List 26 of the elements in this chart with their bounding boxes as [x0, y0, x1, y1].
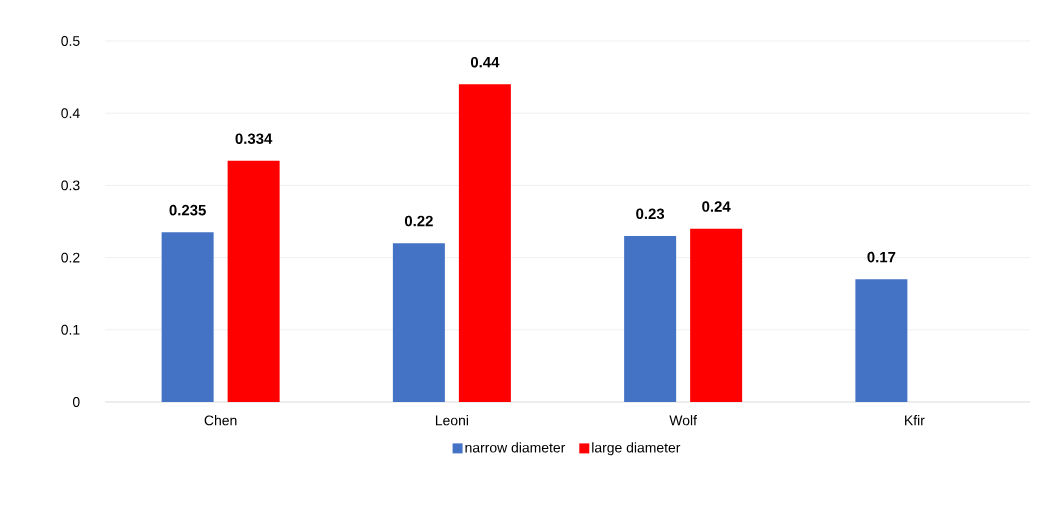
y-tick-label: 0 — [72, 397, 80, 407]
y-tick-label: 0.2 — [61, 252, 80, 263]
legend-label: narrow diameter — [465, 442, 566, 453]
bar — [855, 279, 908, 402]
y-tick-label: 0.4 — [61, 108, 80, 119]
data-label: 0.44 — [470, 56, 500, 68]
y-tick-label: 0.3 — [61, 180, 80, 191]
bar — [690, 228, 743, 402]
bar — [392, 243, 445, 402]
data-label: 0.22 — [404, 215, 433, 227]
x-tick-label: Wolf — [669, 415, 697, 426]
x-tick-label: Kfir — [905, 415, 925, 426]
bar — [161, 232, 214, 402]
data-label: 0.23 — [636, 208, 665, 220]
y-tick-label: 0.1 — [61, 324, 80, 335]
legend-label: large diameter — [592, 442, 681, 456]
x-tick-label: Leoni — [435, 415, 468, 426]
data-label: 0.334 — [235, 133, 273, 145]
y-tick-label: 0.5 — [61, 36, 80, 46]
x-tick-label: Chen — [204, 415, 237, 426]
bar — [227, 160, 280, 402]
data-label: 0.24 — [702, 201, 731, 212]
bar — [624, 235, 677, 402]
bar — [458, 84, 511, 402]
data-label: 0.235 — [169, 204, 206, 216]
data-label: 0.17 — [867, 251, 896, 263]
